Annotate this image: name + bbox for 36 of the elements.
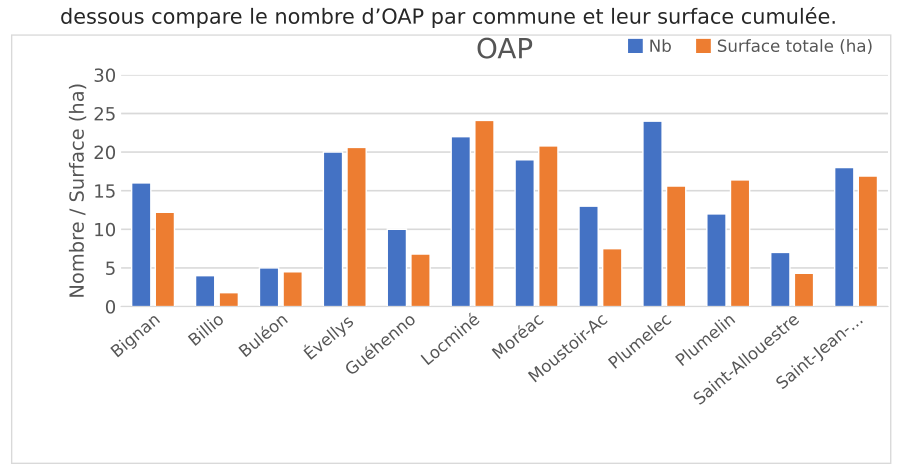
bar xyxy=(346,146,367,307)
bar xyxy=(578,205,599,307)
y-tick-label: 25 xyxy=(94,106,115,121)
bar xyxy=(602,248,623,307)
y-tick-label: 20 xyxy=(94,146,116,160)
bar xyxy=(410,253,431,307)
legend-label: Nb xyxy=(650,39,671,52)
chart-title: OAP xyxy=(478,38,532,59)
bar xyxy=(730,179,750,307)
y-axis-title: Nombre / Surface (ha) xyxy=(68,84,86,297)
y-tick-label: 30 xyxy=(94,68,116,82)
bar xyxy=(538,145,559,307)
bar xyxy=(194,274,216,307)
y-tick-label: 15 xyxy=(95,184,115,198)
bar xyxy=(706,213,727,307)
bar xyxy=(258,267,280,307)
bar xyxy=(770,252,791,307)
text: dessous compare le nombre d’OAP par commune et leur surface cumulée. xyxy=(61,7,835,28)
bar xyxy=(130,182,152,307)
bar xyxy=(218,292,240,307)
bar xyxy=(794,272,814,307)
bar xyxy=(642,120,663,307)
y-tick-label: 0 xyxy=(106,300,116,314)
legend-label: Surface totale (ha) xyxy=(718,39,872,54)
y-tick-label: 10 xyxy=(95,222,116,236)
bar xyxy=(834,166,855,307)
bar xyxy=(858,175,878,307)
bar xyxy=(474,120,495,307)
bar xyxy=(322,151,344,307)
bar xyxy=(386,228,408,307)
bar xyxy=(282,271,303,307)
bar xyxy=(666,185,686,307)
bar xyxy=(450,136,472,307)
y-tick-label: 5 xyxy=(106,262,115,276)
bar xyxy=(154,212,176,307)
bar xyxy=(514,159,535,307)
